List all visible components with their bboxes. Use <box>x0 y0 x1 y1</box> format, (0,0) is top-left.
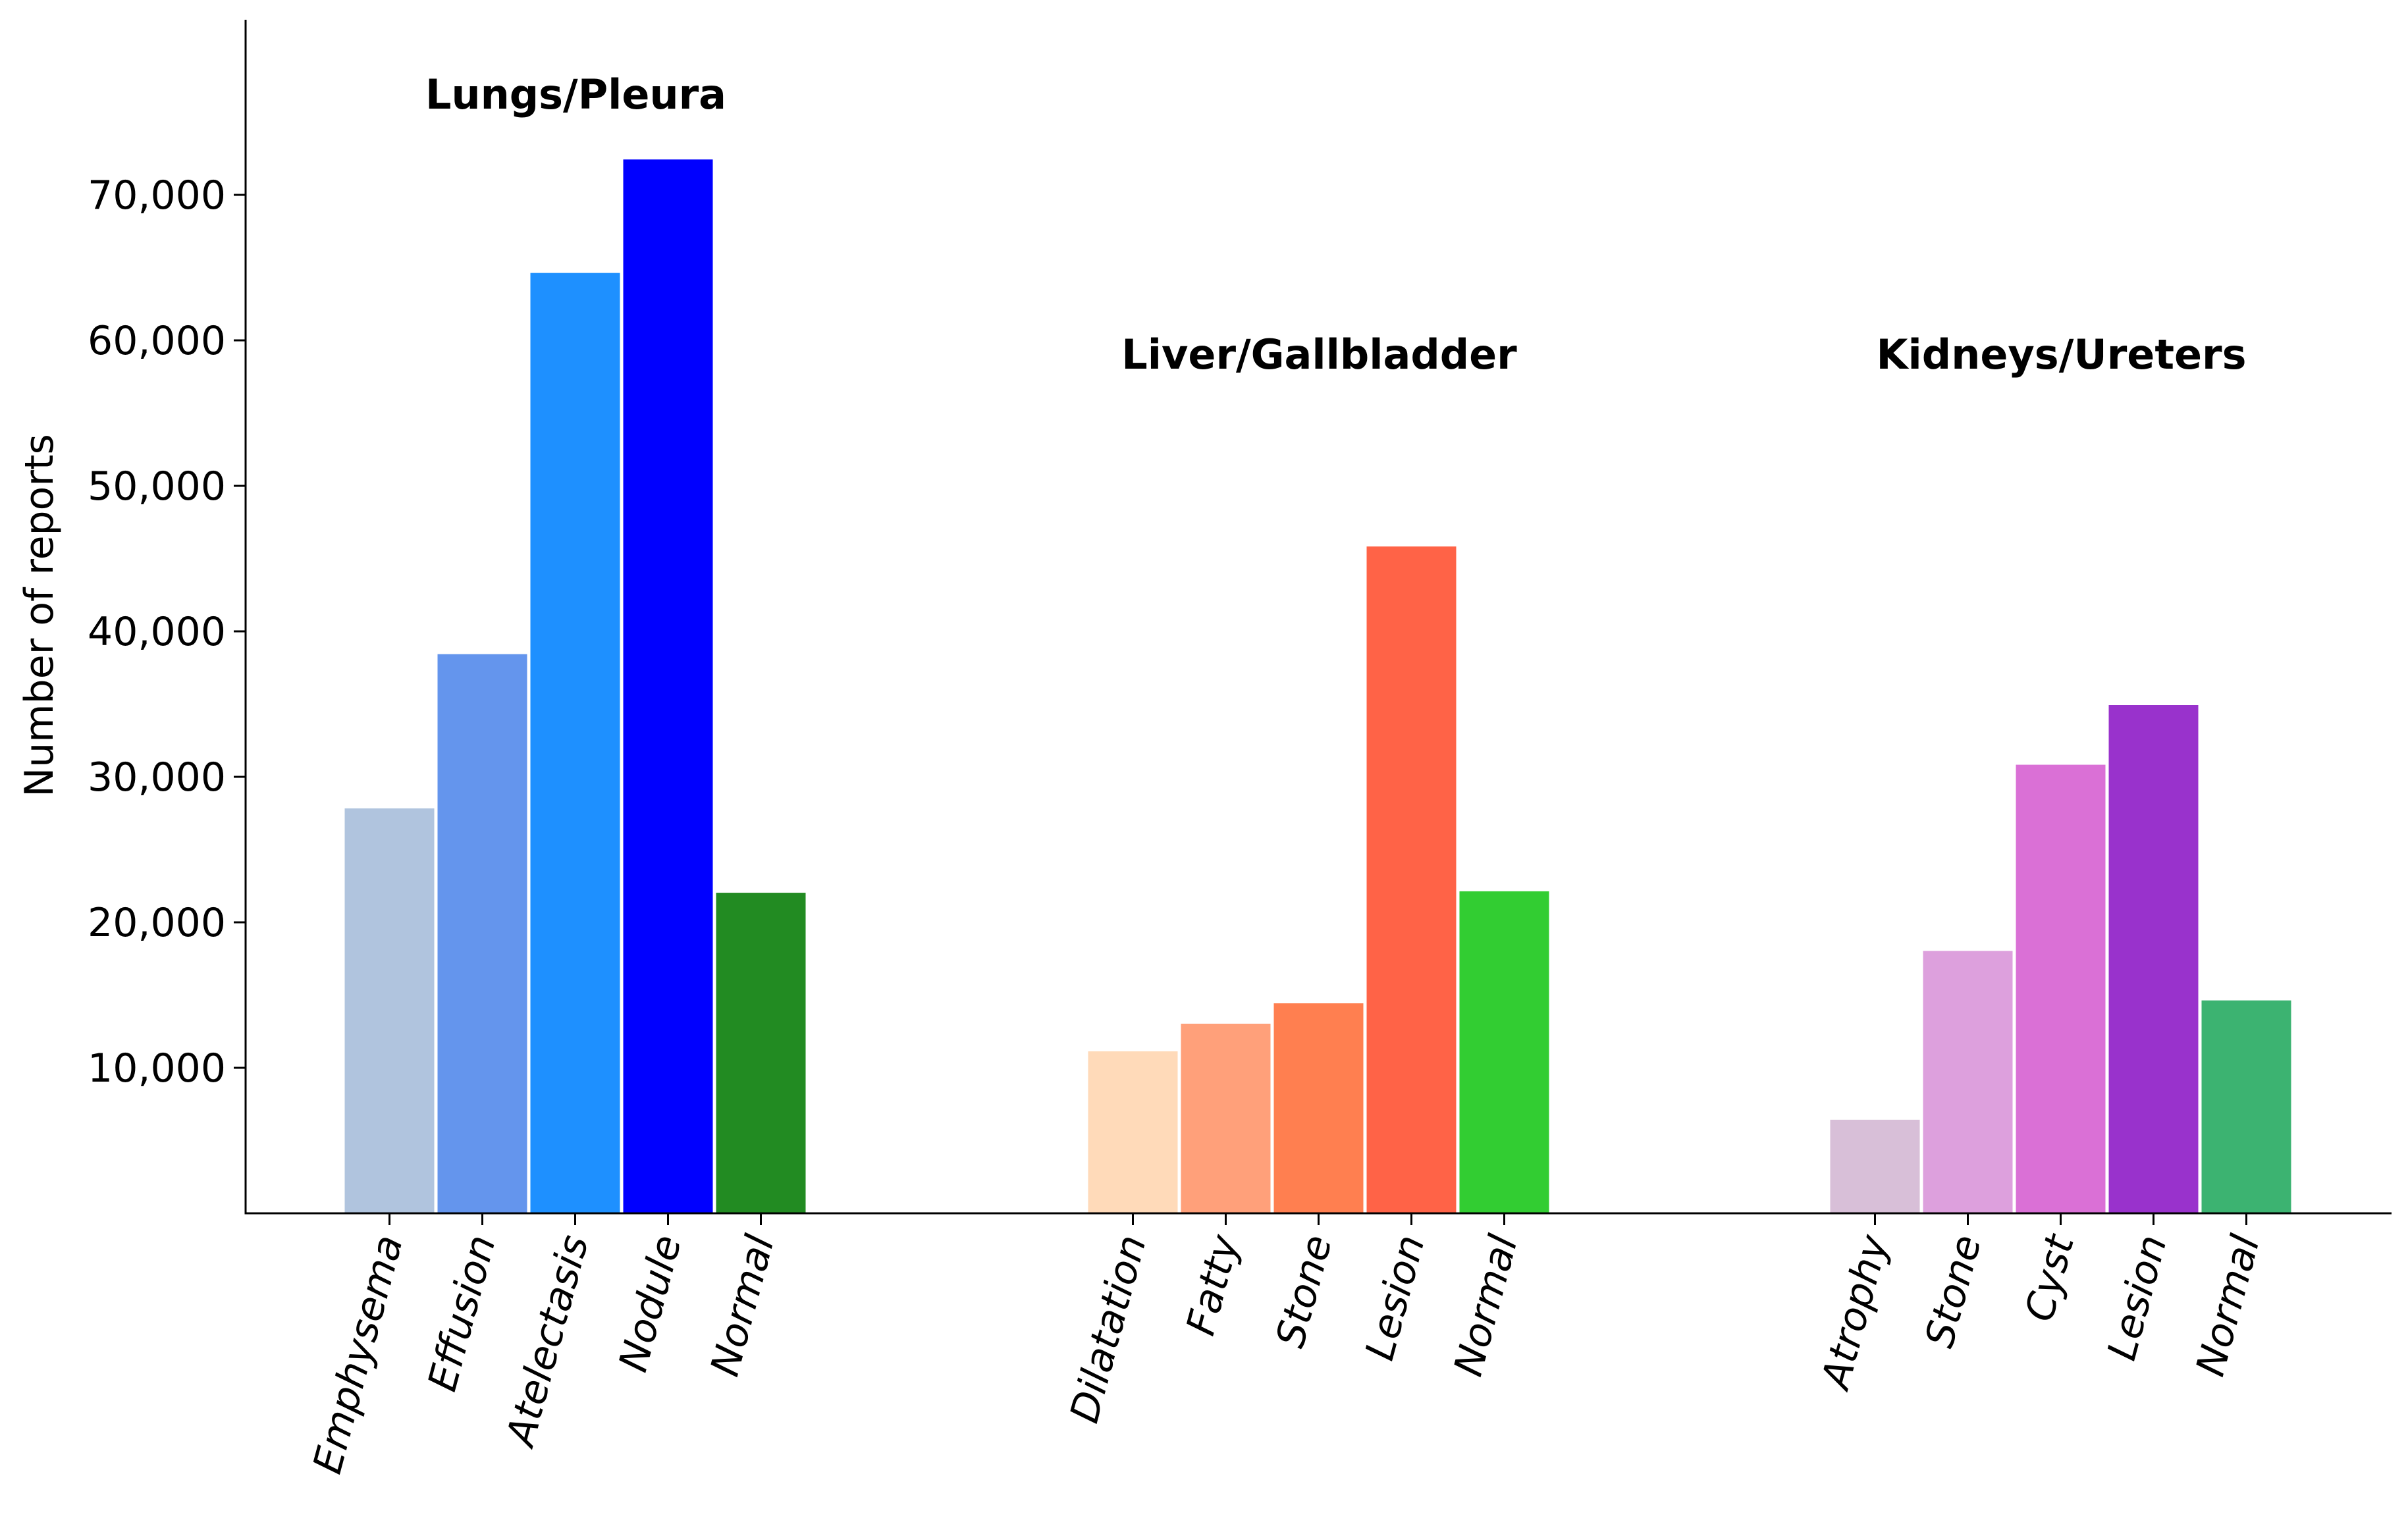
group-title: Liver/Gallbladder <box>1121 330 1517 379</box>
y-tick-label: 10,000 <box>88 1045 226 1092</box>
y-tick-label: 30,000 <box>88 754 226 801</box>
x-tick-label: Stone <box>1917 1230 1991 1352</box>
x-tick-label: Lesion <box>1356 1230 1434 1365</box>
x-tick-label: Normal <box>2187 1230 2269 1381</box>
bar-liver-gallbladder-dilatation <box>1086 1049 1180 1215</box>
bar-lungs-pleura-nodule <box>621 157 715 1215</box>
group-title: Kidneys/Ureters <box>1877 330 2247 379</box>
bar-liver-gallbladder-fatty <box>1179 1021 1273 1215</box>
x-tick-label: Stone <box>1268 1230 1341 1352</box>
bar-kidneys-ureters-stone <box>1921 949 2015 1215</box>
x-tick-label: Dilatation <box>1061 1230 1156 1428</box>
x-tick-label: Cyst <box>2016 1228 2083 1326</box>
bar-kidneys-ureters-cyst <box>2014 762 2108 1215</box>
x-tick-label: Effusion <box>419 1230 505 1396</box>
bar-liver-gallbladder-normal <box>1457 889 1551 1215</box>
y-tick-label: 20,000 <box>88 900 226 946</box>
bars-layer <box>342 157 2293 1215</box>
bar-kidneys-ureters-lesion <box>2106 703 2201 1215</box>
bar-kidneys-ureters-atrophy <box>1828 1117 1922 1215</box>
bar-lungs-pleura-emphysema <box>342 806 437 1215</box>
y-tick-label: 50,000 <box>88 463 226 510</box>
y-axis-title: Number of reports <box>16 434 63 797</box>
x-tick-label: Nodule <box>610 1230 691 1377</box>
bar-lungs-pleura-normal <box>714 891 808 1215</box>
x-tick-label: Lesion <box>2099 1230 2176 1365</box>
y-tick-label: 40,000 <box>88 609 226 655</box>
x-tick-label: Fatty <box>1178 1229 1249 1340</box>
bar-kidneys-ureters-normal <box>2199 998 2293 1215</box>
bar-liver-gallbladder-lesion <box>1364 544 1458 1215</box>
y-tick-label: 60,000 <box>88 318 226 364</box>
x-tick-label: Normal <box>702 1230 784 1381</box>
group-title: Lungs/Pleura <box>425 70 726 118</box>
x-tick-label: Atelectasis <box>497 1230 598 1453</box>
x-tick-label: Atrophy <box>1812 1229 1898 1396</box>
axes-layer <box>234 20 2392 1225</box>
y-tick-label: 70,000 <box>88 172 226 219</box>
bar-liver-gallbladder-stone <box>1271 1001 1366 1215</box>
bar-lungs-pleura-effusion <box>435 652 529 1215</box>
x-tick-label: Normal <box>1445 1230 1527 1381</box>
bar-lungs-pleura-atelectasis <box>528 271 622 1215</box>
x-tick-label: Emphysema <box>304 1230 412 1479</box>
